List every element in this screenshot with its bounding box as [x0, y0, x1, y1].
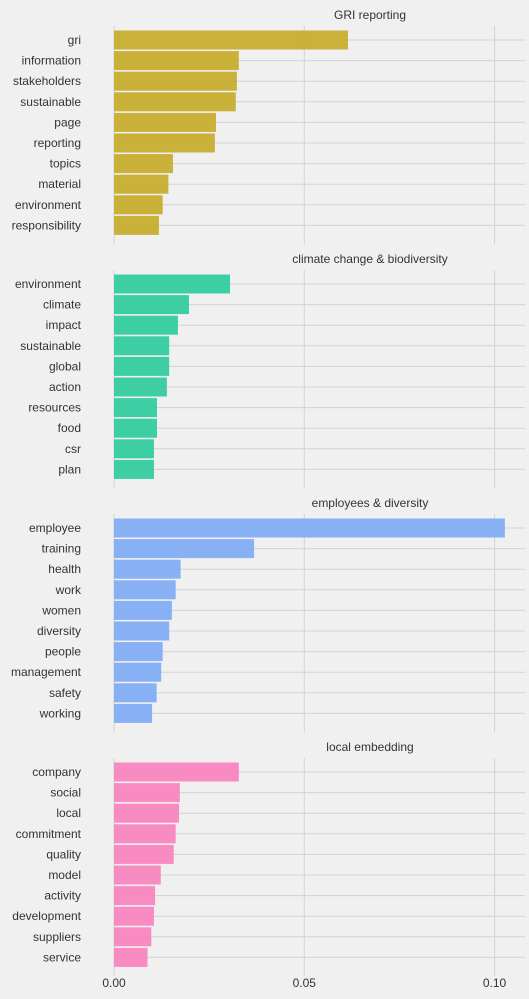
bar	[114, 580, 176, 600]
category-label: sustainable	[20, 95, 81, 109]
bar	[114, 824, 176, 844]
bar	[114, 112, 216, 132]
category-label: commitment	[16, 827, 82, 841]
x-tick-label: 0.05	[293, 976, 317, 990]
category-label: diversity	[37, 624, 81, 638]
bar	[114, 762, 239, 782]
bar	[114, 886, 156, 906]
bar	[114, 133, 215, 153]
category-label: responsibility	[12, 218, 81, 232]
facet-title: GRI reporting	[334, 8, 406, 22]
category-label: employee	[29, 521, 81, 535]
bar	[114, 154, 173, 174]
bar	[114, 559, 181, 579]
bar	[114, 336, 170, 356]
bar	[114, 906, 154, 926]
bar	[114, 927, 152, 947]
category-label: management	[11, 665, 82, 679]
category-label: suppliers	[33, 930, 81, 944]
category-label: activity	[44, 889, 81, 903]
bar	[114, 356, 170, 376]
bar	[114, 51, 239, 71]
bar	[114, 30, 349, 50]
bar	[114, 377, 167, 397]
bar	[114, 418, 158, 438]
bar	[114, 295, 189, 315]
bar	[114, 803, 180, 823]
category-label: resources	[28, 401, 81, 415]
bar	[114, 703, 153, 723]
category-label: page	[54, 115, 81, 129]
bar	[114, 865, 161, 885]
facet-title: climate change & biodiversity	[292, 252, 447, 266]
category-label: stakeholders	[13, 74, 81, 88]
category-label: impact	[46, 318, 82, 332]
facet-title: employees & diversity	[312, 496, 429, 510]
bar	[114, 600, 172, 620]
bar	[114, 783, 180, 803]
category-label: women	[41, 603, 81, 617]
category-label: service	[43, 950, 81, 964]
category-label: model	[48, 868, 81, 882]
category-label: social	[50, 786, 81, 800]
category-label: topics	[50, 157, 81, 171]
bar	[114, 174, 169, 194]
bar	[114, 642, 163, 662]
x-tick-label: 0.10	[483, 976, 507, 990]
category-label: working	[39, 706, 81, 720]
category-label: training	[42, 542, 81, 556]
category-label: global	[49, 359, 81, 373]
bar	[114, 683, 157, 703]
category-label: sustainable	[20, 339, 81, 353]
category-label: company	[32, 765, 81, 779]
bar	[114, 459, 154, 479]
category-label: environment	[15, 198, 82, 212]
category-label: plan	[58, 462, 81, 476]
category-label: action	[49, 380, 81, 394]
category-label: local	[56, 806, 81, 820]
category-label: food	[58, 421, 81, 435]
facet-panel: local embedding company social local commitm…	[12, 740, 525, 976]
bar	[114, 539, 255, 559]
bar	[114, 274, 231, 294]
category-label: health	[48, 562, 81, 576]
bar	[114, 662, 162, 682]
category-label: material	[38, 177, 81, 191]
facet-panel: GRI reporting gri information stakeholders s…	[12, 8, 525, 244]
bar	[114, 315, 178, 335]
bar	[114, 71, 237, 91]
category-label: development	[12, 909, 81, 923]
x-tick-label: 0.00	[102, 976, 126, 990]
bar	[114, 92, 236, 112]
category-label: reporting	[34, 136, 81, 150]
facet-panel: climate change & biodiversity environment…	[15, 252, 525, 488]
facet-title: local embedding	[326, 740, 413, 754]
bar	[114, 947, 148, 967]
category-label: gri	[68, 33, 81, 47]
category-label: climate	[43, 298, 81, 312]
category-label: safety	[49, 686, 81, 700]
category-label: quality	[46, 847, 81, 861]
bar	[114, 621, 170, 641]
facet-panel: employees & diversity employee training hea…	[11, 496, 525, 732]
bar	[114, 439, 154, 459]
category-label: people	[45, 645, 81, 659]
category-label: environment	[15, 277, 82, 291]
bar	[114, 215, 159, 235]
category-label: information	[22, 54, 81, 68]
category-label: csr	[65, 442, 81, 456]
bar	[114, 518, 505, 538]
bar	[114, 195, 163, 215]
bar	[114, 844, 174, 864]
bar	[114, 398, 158, 418]
category-label: work	[55, 583, 82, 597]
